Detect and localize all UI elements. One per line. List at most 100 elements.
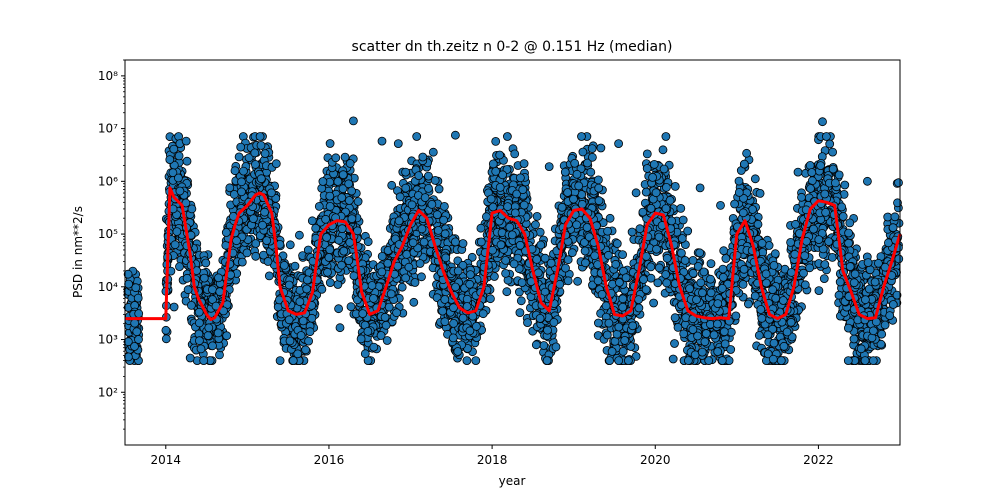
scatter-point bbox=[642, 149, 652, 159]
scatter-point bbox=[465, 270, 475, 280]
scatter-point bbox=[748, 205, 757, 214]
scatter-point bbox=[868, 356, 878, 366]
scatter-point bbox=[822, 132, 831, 141]
scatter-point bbox=[266, 188, 276, 198]
scatter-point bbox=[778, 296, 788, 305]
scatter-point bbox=[242, 248, 252, 258]
scatter-point bbox=[596, 143, 606, 153]
scatter-point bbox=[706, 259, 716, 269]
scatter-point bbox=[805, 160, 815, 170]
scatter-point bbox=[255, 132, 265, 141]
scatter-point bbox=[438, 306, 448, 316]
scatter-point bbox=[467, 252, 477, 262]
scatter-point bbox=[133, 293, 143, 303]
scatter-point bbox=[302, 275, 312, 285]
scatter-point bbox=[338, 184, 348, 194]
scatter-point bbox=[754, 330, 764, 340]
scatter-point bbox=[230, 166, 240, 176]
scatter-point bbox=[285, 240, 295, 250]
scatter-point bbox=[611, 259, 621, 269]
scatter-point bbox=[502, 132, 512, 141]
scatter-point bbox=[661, 132, 671, 141]
scatter-point bbox=[819, 274, 829, 284]
scatter-point bbox=[333, 177, 343, 186]
scatter-point bbox=[510, 149, 520, 159]
scatter-point bbox=[840, 180, 850, 190]
scatter-point bbox=[531, 340, 541, 350]
scatter-point bbox=[603, 226, 612, 236]
scatter-point bbox=[123, 352, 133, 362]
scatter-point bbox=[501, 268, 511, 278]
scatter-point bbox=[476, 237, 486, 247]
scatter-point bbox=[325, 201, 335, 211]
scatter-point bbox=[885, 311, 895, 321]
scatter-point bbox=[618, 302, 628, 312]
scatter-point bbox=[229, 189, 239, 199]
scatter-point bbox=[395, 192, 405, 202]
scatter-point bbox=[828, 147, 837, 157]
scatter-point bbox=[845, 218, 855, 228]
scatter-point bbox=[894, 254, 904, 264]
scatter-point bbox=[618, 250, 627, 260]
scatter-point bbox=[404, 262, 414, 272]
scatter-point bbox=[844, 228, 853, 238]
scatter-point bbox=[837, 202, 847, 212]
scatter-point bbox=[169, 302, 179, 312]
scatter-point bbox=[401, 167, 411, 177]
scatter-point bbox=[199, 356, 209, 366]
scatter-point bbox=[757, 238, 767, 248]
scatter-point bbox=[676, 203, 686, 213]
scatter-point bbox=[531, 220, 540, 230]
scatter-point bbox=[221, 228, 231, 237]
scatter-point bbox=[478, 309, 488, 319]
scatter-point bbox=[894, 178, 903, 188]
scatter-point bbox=[677, 234, 687, 243]
scatter-point bbox=[883, 212, 893, 222]
scatter-point bbox=[670, 181, 680, 191]
scatter-point bbox=[485, 294, 495, 304]
scatter-point bbox=[402, 249, 412, 259]
scatter-point bbox=[471, 356, 481, 366]
scatter-point bbox=[719, 246, 729, 256]
scatter-point bbox=[560, 167, 570, 177]
scatter-point bbox=[828, 252, 837, 262]
scatter-point bbox=[363, 326, 373, 336]
scatter-point bbox=[635, 224, 645, 234]
scatter-point bbox=[131, 283, 141, 293]
scatter-point bbox=[250, 159, 260, 169]
scatter-point bbox=[410, 278, 420, 287]
scatter-point bbox=[382, 336, 392, 345]
scatter-point bbox=[325, 191, 335, 201]
scatter-point bbox=[594, 196, 604, 206]
scatter-point bbox=[670, 339, 679, 348]
scatter-point bbox=[580, 246, 590, 256]
scatter-point bbox=[322, 232, 332, 242]
scatter-point bbox=[581, 258, 590, 268]
scatter-point bbox=[602, 330, 612, 340]
scatter-point bbox=[412, 132, 422, 141]
scatter-point bbox=[476, 223, 486, 233]
scatter-point bbox=[763, 330, 773, 340]
scatter-point bbox=[325, 245, 335, 255]
scatter-point bbox=[662, 278, 672, 288]
scatter-point bbox=[652, 244, 661, 254]
scatter-point bbox=[742, 148, 751, 158]
scatter-point bbox=[849, 334, 859, 344]
scatter-point bbox=[536, 240, 546, 250]
scatter-point bbox=[668, 354, 678, 364]
scatter-point bbox=[201, 258, 211, 268]
scatter-point bbox=[271, 159, 281, 169]
scatter-point bbox=[890, 212, 900, 222]
scatter-point bbox=[338, 170, 348, 180]
scatter-point bbox=[771, 293, 781, 303]
scatter-point bbox=[182, 156, 192, 166]
scatter-point bbox=[561, 263, 570, 273]
scatter-point bbox=[448, 333, 458, 343]
scatter-point bbox=[699, 267, 709, 277]
scatter-point bbox=[449, 303, 458, 313]
scatter-point bbox=[535, 227, 545, 237]
scatter-point bbox=[161, 334, 171, 344]
scatter-points bbox=[123, 116, 904, 366]
scatter-point bbox=[814, 286, 824, 296]
scatter-point bbox=[820, 260, 830, 269]
